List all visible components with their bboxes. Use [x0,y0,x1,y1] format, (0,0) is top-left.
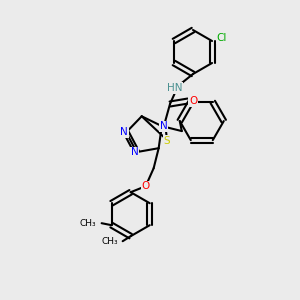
Text: Cl: Cl [217,33,227,43]
Text: O: O [189,96,197,106]
Text: CH₃: CH₃ [80,219,97,228]
Text: N: N [160,121,168,131]
Text: HN: HN [167,83,183,93]
Text: S: S [164,136,170,146]
Text: N: N [120,128,128,137]
Text: CH₃: CH₃ [101,237,118,246]
Text: N: N [131,147,139,157]
Text: O: O [142,181,150,191]
